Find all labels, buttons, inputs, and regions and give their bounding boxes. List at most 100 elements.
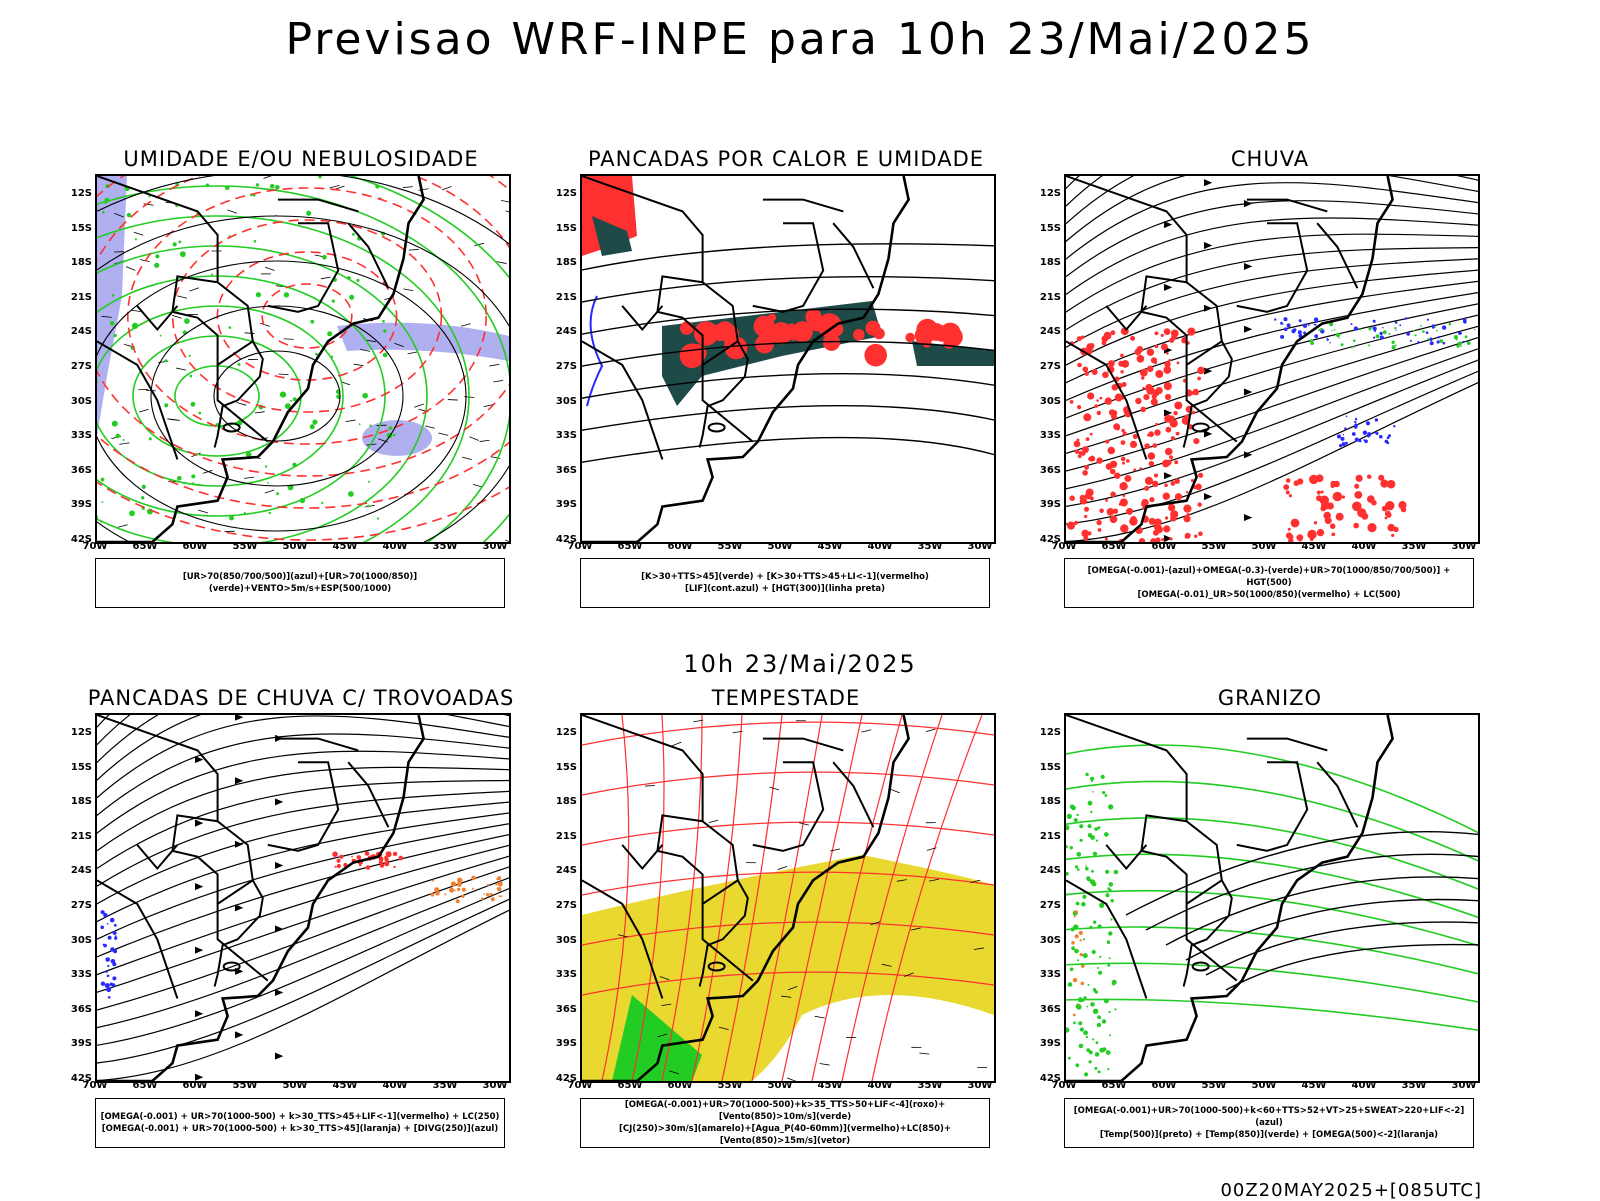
- latitude-label: 24S: [66, 865, 92, 876]
- longitude-label: 65W: [130, 1080, 160, 1091]
- map-plot: [97, 715, 509, 1081]
- latitude-label: 12S: [1035, 727, 1061, 738]
- latitude-label: 24S: [1035, 865, 1061, 876]
- longitude-label: 35W: [915, 1080, 945, 1091]
- longitude-label: 30W: [965, 541, 995, 552]
- longitude-label: 40W: [865, 1080, 895, 1091]
- latitude-label: 36S: [1035, 1004, 1061, 1015]
- longitude-label: 30W: [480, 541, 510, 552]
- panel-legend: [OMEGA(-0.001) + UR>70(1000-500) + k>30_…: [95, 1098, 505, 1148]
- legend-line: [OMEGA(-0.001)+UR>70(1000-500)+k>35_TTS>…: [581, 1099, 989, 1123]
- latitude-label: 39S: [1035, 1038, 1061, 1049]
- latitude-label: 36S: [551, 465, 577, 476]
- longitude-label: 40W: [380, 541, 410, 552]
- longitude-label: 60W: [1149, 541, 1179, 552]
- longitude-label: 50W: [1249, 1080, 1279, 1091]
- longitude-label: 30W: [1449, 1080, 1479, 1091]
- legend-line: [CJ(250)>30m/s](amarelo)+[Agua_P(40-60mm…: [581, 1123, 989, 1147]
- panel-title: CHUVA: [1050, 147, 1490, 171]
- latitude-label: 18S: [66, 796, 92, 807]
- longitude-label: 50W: [765, 541, 795, 552]
- longitude-label: 60W: [180, 541, 210, 552]
- latitude-label: 33S: [551, 969, 577, 980]
- longitude-label: 70W: [1049, 541, 1079, 552]
- latitude-label: 21S: [551, 831, 577, 842]
- longitude-label: 45W: [1299, 1080, 1329, 1091]
- latitude-label: 12S: [551, 188, 577, 199]
- latitude-label: 39S: [66, 499, 92, 510]
- longitude-label: 45W: [330, 541, 360, 552]
- longitude-label: 40W: [865, 541, 895, 552]
- longitude-label: 50W: [765, 1080, 795, 1091]
- panel-title: PANCADAS POR CALOR E UMIDADE: [566, 147, 1006, 171]
- longitude-label: 35W: [1399, 541, 1429, 552]
- forecast-map: [95, 713, 511, 1083]
- map-plot: [582, 176, 994, 542]
- latitude-label: 12S: [1035, 188, 1061, 199]
- latitude-label: 21S: [1035, 292, 1061, 303]
- latitude-label: 18S: [66, 257, 92, 268]
- latitude-label: 30S: [66, 396, 92, 407]
- longitude-label: 50W: [280, 1080, 310, 1091]
- legend-line: [LIF](cont.azul) + [HGT(300)](linha pret…: [581, 583, 989, 595]
- latitude-label: 33S: [66, 969, 92, 980]
- map-plot: [97, 176, 509, 542]
- longitude-label: 60W: [665, 1080, 695, 1091]
- latitude-label: 18S: [1035, 796, 1061, 807]
- longitude-label: 45W: [815, 541, 845, 552]
- longitude-label: 35W: [1399, 1080, 1429, 1091]
- latitude-label: 33S: [66, 430, 92, 441]
- map-plot: [1066, 715, 1478, 1081]
- longitude-label: 55W: [230, 1080, 260, 1091]
- latitude-label: 36S: [551, 1004, 577, 1015]
- panel-title: UMIDADE E/OU NEBULOSIDADE: [81, 147, 521, 171]
- longitude-label: 55W: [715, 1080, 745, 1091]
- latitude-label: 39S: [551, 1038, 577, 1049]
- map-plot: [582, 715, 994, 1081]
- longitude-label: 30W: [1449, 541, 1479, 552]
- latitude-label: 36S: [66, 465, 92, 476]
- latitude-label: 15S: [66, 762, 92, 773]
- panel-title: GRANIZO: [1050, 686, 1490, 710]
- longitude-label: 40W: [1349, 1080, 1379, 1091]
- main-title: Previsao WRF-INPE para 10h 23/Mai/2025: [0, 14, 1600, 65]
- longitude-label: 50W: [1249, 541, 1279, 552]
- latitude-label: 21S: [1035, 831, 1061, 842]
- panel-legend: [OMEGA(-0.001)-(azul)+OMEGA(-0.3)-(verde…: [1064, 558, 1474, 608]
- latitude-label: 33S: [551, 430, 577, 441]
- latitude-label: 24S: [551, 865, 577, 876]
- panel-title: PANCADAS DE CHUVA C/ TROVOADAS: [81, 686, 521, 710]
- latitude-label: 36S: [66, 1004, 92, 1015]
- longitude-label: 65W: [615, 1080, 645, 1091]
- latitude-label: 15S: [551, 223, 577, 234]
- latitude-label: 18S: [551, 796, 577, 807]
- latitude-label: 27S: [551, 361, 577, 372]
- forecast-map: [95, 174, 511, 544]
- legend-line: [OMEGA(-0.001)-(azul)+OMEGA(-0.3)-(verde…: [1065, 565, 1473, 589]
- latitude-label: 15S: [66, 223, 92, 234]
- legend-line: [OMEGA(-0.001) + UR>70(1000-500) + k>30_…: [96, 1123, 504, 1135]
- model-run-label: 00Z20MAY2025+[085UTC]: [1220, 1180, 1482, 1201]
- longitude-label: 60W: [180, 1080, 210, 1091]
- latitude-label: 15S: [1035, 762, 1061, 773]
- longitude-label: 65W: [1099, 541, 1129, 552]
- latitude-label: 30S: [1035, 935, 1061, 946]
- longitude-label: 65W: [615, 541, 645, 552]
- latitude-label: 30S: [66, 935, 92, 946]
- longitude-label: 35W: [430, 1080, 460, 1091]
- longitude-label: 65W: [1099, 1080, 1129, 1091]
- latitude-label: 18S: [551, 257, 577, 268]
- latitude-label: 24S: [1035, 326, 1061, 337]
- panel-legend: [UR>70(850/700/500)](azul)+[UR>70(1000/8…: [95, 558, 505, 608]
- latitude-label: 15S: [551, 762, 577, 773]
- longitude-label: 45W: [1299, 541, 1329, 552]
- longitude-label: 70W: [565, 541, 595, 552]
- panel-legend: [OMEGA(-0.001)+UR>70(1000-500)+k<60+TTS>…: [1064, 1098, 1474, 1148]
- panel-title: TEMPESTADE: [566, 686, 1006, 710]
- latitude-label: 27S: [66, 361, 92, 372]
- latitude-label: 24S: [66, 326, 92, 337]
- latitude-label: 39S: [66, 1038, 92, 1049]
- longitude-label: 30W: [965, 1080, 995, 1091]
- longitude-label: 30W: [480, 1080, 510, 1091]
- legend-line: [OMEGA(-0.001)+UR>70(1000-500)+k<60+TTS>…: [1065, 1105, 1473, 1129]
